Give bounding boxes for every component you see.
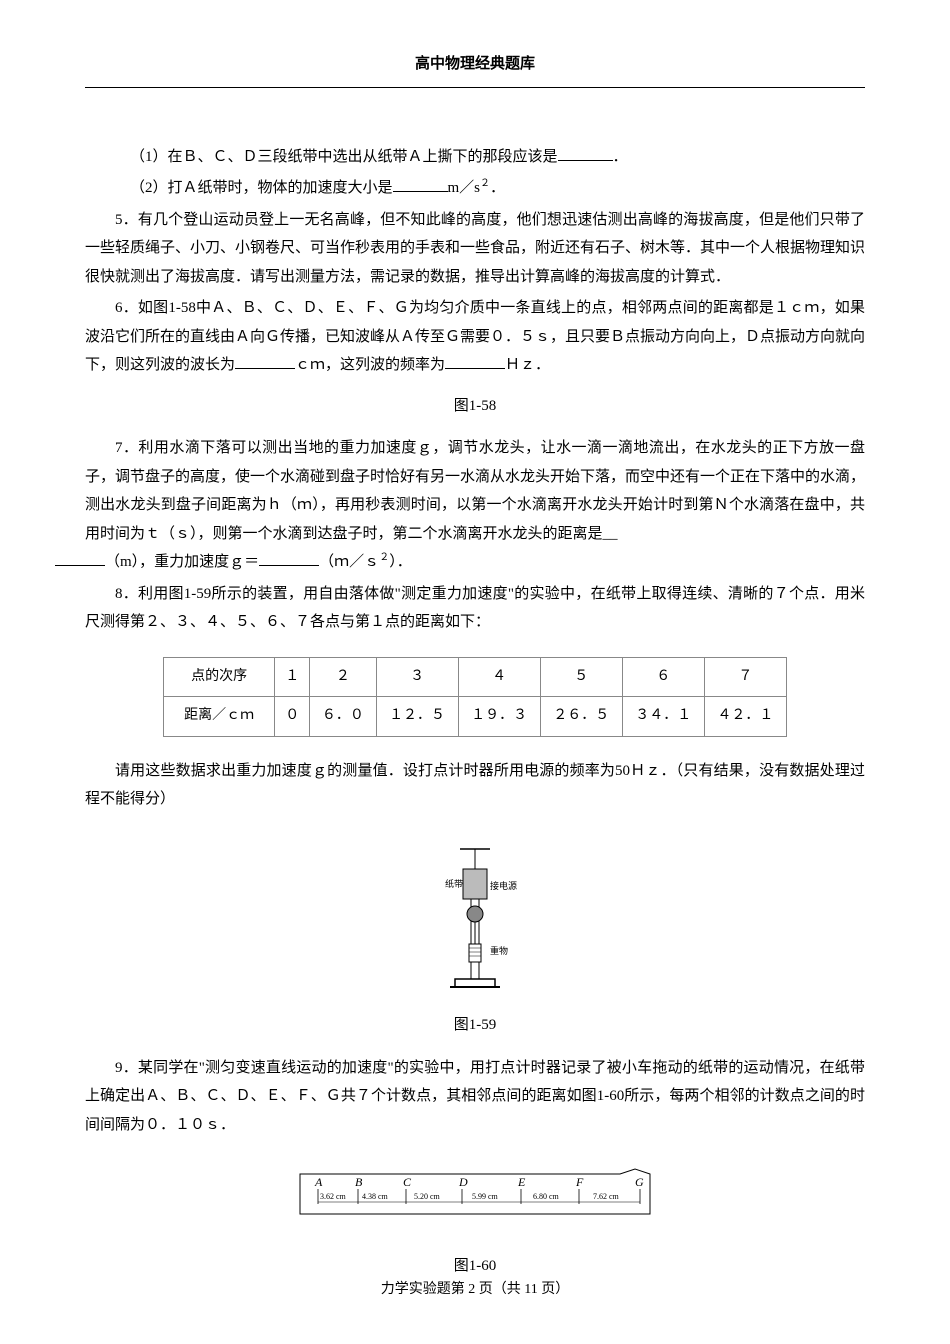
table-cell: ６ [622,657,704,697]
main-content: （1）在Ｂ、Ｃ、Ｄ三段纸带中选出从纸带Ａ上撕下的那段应该是 ． （2）打Ａ纸带时，… [85,143,865,1281]
q9-text: 9．某同学在"测匀变速直线运动的加速度"的实验中，用打点计时器记录了被小车拖动的… [85,1054,865,1140]
table-cell: ４２．１ [704,697,786,737]
blank-q6-1 [235,354,295,369]
table-cell: ７ [704,657,786,697]
tape-diagram: A B C D E F G 3.62 cm 4.38 cm 5.20 cm 5.… [290,1159,660,1229]
q4-sub2-exp: ２ [480,178,490,189]
svg-text:重物: 重物 [490,945,508,956]
figure-1-60-caption: 图1-60 [85,1252,865,1281]
q7-text: 7．利用水滴下落可以测出当地的重力加速度ｇ，调节水龙头，让水一滴一滴地流出，在水… [85,434,865,577]
figure-1-58-caption: 图1-58 [85,392,865,421]
svg-text:C: C [403,1175,412,1189]
svg-text:6.80 cm: 6.80 cm [533,1192,560,1201]
table-header-1: 点的次序 [164,657,275,697]
page-footer: 力学实验题第 2 页（共 11 页） [0,1277,950,1304]
q4-sub2-unit: m／s [448,180,481,196]
blank-q6-2 [445,354,505,369]
table-row: 点的次序 １ ２ ３ ４ ５ ６ ７ [164,657,787,697]
footer-text: 力学实验题第 2 页（共 11 页） [381,1282,569,1297]
q8-body: 8．利用图1-59所示的装置，用自由落体做"测定重力加速度"的实验中，在纸带上取… [85,586,865,631]
table-cell: １９．３ [458,697,540,737]
table-row: 距离／ｃｍ ０ ６．０ １２．５ １９．３ ２６．５ ３４．１ ４２．１ [164,697,787,737]
q4-sub2-pre: （2）打Ａ纸带时，物体的加速度大小是 [130,180,393,196]
table-cell: ５ [540,657,622,697]
table-cell: ２６．５ [540,697,622,737]
q4-sub2: （2）打Ａ纸带时，物体的加速度大小是 m／s２． [85,174,865,203]
figure-1-59-caption: 图1-59 [85,1011,865,1040]
svg-text:7.62 cm: 7.62 cm [593,1192,620,1201]
q4-sub2-end: ． [490,180,505,196]
svg-text:B: B [355,1175,363,1189]
svg-text:4.38 cm: 4.38 cm [362,1192,389,1201]
q7-pre: 7．利用水滴下落可以测出当地的重力加速度ｇ，调节水龙头，让水一滴一滴地流出，在水… [85,440,865,542]
fig-1-58-label: 图1-58 [454,398,497,414]
svg-text:A: A [314,1175,323,1189]
q6-end: Ｈｚ． [505,357,550,373]
svg-text:D: D [458,1175,468,1189]
table-cell: １２．５ [376,697,458,737]
svg-text:接电源: 接电源 [490,880,517,891]
q5-text: 5．有几个登山运动员登上一无名高峰，但不知此峰的高度，他们想迅速估测出高峰的海拔… [85,206,865,292]
svg-text:5.20 cm: 5.20 cm [414,1192,441,1201]
q7-mid-end: ）． [389,554,412,570]
blank-q4-1 [558,146,613,161]
fig-1-60-label: 图1-60 [454,1258,497,1274]
figure-1-59: 接电源 纸带 重物 [85,839,865,1000]
svg-text:纸带: 纸带 [445,878,463,889]
q6-text: 6．如图1-58中Ａ、Ｂ、Ｃ、Ｄ、Ｅ、Ｆ、Ｇ为均匀介质中一条直线上的点，相邻两点… [85,294,865,380]
fig-1-59-label: 图1-59 [454,1017,497,1033]
q8-text2: 请用这些数据求出重力加速度ｇ的测量值．设打点计时器所用电源的频率为50Ｈｚ．（只… [85,757,865,814]
table-cell: ６．０ [310,697,376,737]
table-header-2: 距离／ｃｍ [164,697,275,737]
table-cell: ４ [458,657,540,697]
q7-mid-unit: （ｍ／ｓ [319,554,379,570]
page-header: 高中物理经典题库 [85,50,865,88]
q7-mid-pre: （m），重力加速度ｇ＝ [105,554,259,570]
q5-body: 5．有几个登山运动员登上一无名高峰，但不知此峰的高度，他们想迅速估测出高峰的海拔… [85,212,865,285]
q7-mid-exp: ２ [379,552,389,563]
table-cell: ２ [310,657,376,697]
q4-sub1: （1）在Ｂ、Ｃ、Ｄ三段纸带中选出从纸带Ａ上撕下的那段应该是 ． [85,143,865,172]
table-cell: ０ [275,697,310,737]
q8-body2: 请用这些数据求出重力加速度ｇ的测量值．设打点计时器所用电源的频率为50Ｈｚ．（只… [85,763,865,808]
svg-text:G: G [635,1175,644,1189]
apparatus-diagram: 接电源 纸带 重物 [415,839,535,989]
header-title: 高中物理经典题库 [415,56,535,72]
figure-1-60: A B C D E F G 3.62 cm 4.38 cm 5.20 cm 5.… [85,1159,865,1240]
table-cell: １ [275,657,310,697]
q4-sub1-end: ． [613,149,628,165]
q4-sub1-text: （1）在Ｂ、Ｃ、Ｄ三段纸带中选出从纸带Ａ上撕下的那段应该是 [130,149,558,165]
table-cell: ３ [376,657,458,697]
svg-text:F: F [575,1175,584,1189]
blank-q7-2 [259,551,319,566]
blank-q7-1 [55,551,105,566]
svg-text:5.99 cm: 5.99 cm [472,1192,499,1201]
q8-text: 8．利用图1-59所示的装置，用自由落体做"测定重力加速度"的实验中，在纸带上取… [85,580,865,637]
q6-mid: ｃｍ，这列波的频率为 [295,357,445,373]
svg-text:E: E [517,1175,526,1189]
q8-table: 点的次序 １ ２ ３ ４ ５ ６ ７ 距离／ｃｍ ０ ６．０ １２．５ １９．３… [163,657,787,737]
table-cell: ３４．１ [622,697,704,737]
svg-text:3.62 cm: 3.62 cm [320,1192,347,1201]
blank-q4-2 [393,177,448,192]
q9-body: 9．某同学在"测匀变速直线运动的加速度"的实验中，用打点计时器记录了被小车拖动的… [85,1060,865,1133]
